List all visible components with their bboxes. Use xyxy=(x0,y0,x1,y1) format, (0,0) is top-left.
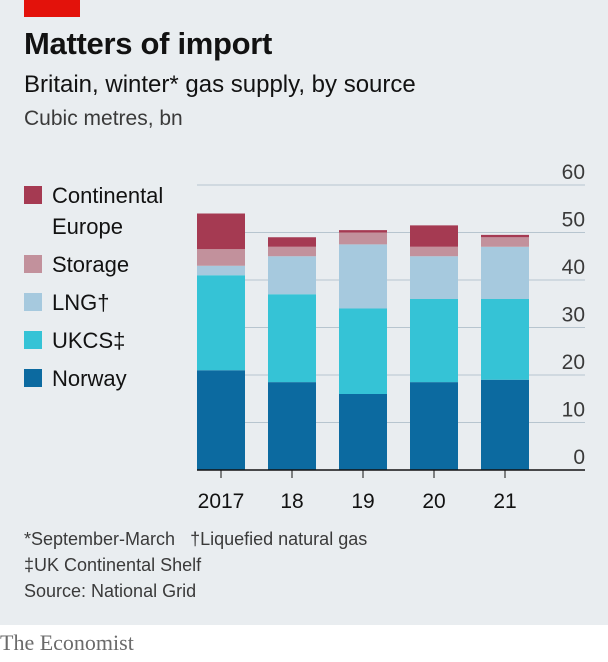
legend-swatch-ukcs xyxy=(24,331,42,349)
legend-item-ukcs: UKCS‡ xyxy=(24,325,187,356)
bar-continental-europe-19 xyxy=(339,230,387,233)
footnotes: *September-March †Liquefied natural gas … xyxy=(24,526,367,604)
bar-norway-21 xyxy=(481,379,529,470)
legend-label-storage: Storage xyxy=(52,252,130,277)
legend-item-norway: Norway xyxy=(24,363,187,394)
stacked-bar-chart: 0 10 20 30 40 50 60 2017 18 19 20 21 xyxy=(197,161,585,513)
legend-label-ukcs: UKCS‡ xyxy=(52,328,126,353)
legend-item-storage: Storage xyxy=(24,249,187,280)
legend-label-continental-europe: Continental Europe xyxy=(52,183,164,239)
x-tick-label-18: 18 xyxy=(280,490,303,513)
footnote-lng: †Liquefied natural gas xyxy=(190,529,368,549)
bar-continental-europe-18 xyxy=(268,237,316,247)
bar-storage-20 xyxy=(410,246,458,257)
legend-swatch-storage xyxy=(24,255,42,273)
y-tick-label-60: 60 xyxy=(562,161,585,184)
bar-ukcs-2017 xyxy=(197,275,245,371)
bar-lng-2017 xyxy=(197,265,245,276)
bar-storage-18 xyxy=(268,246,316,257)
legend-item-continental-europe: Continental Europe xyxy=(24,180,187,242)
legend-label-norway: Norway xyxy=(52,366,127,391)
bar-norway-19 xyxy=(339,394,387,470)
x-tick-label-21: 21 xyxy=(493,490,516,513)
brand-red-tag xyxy=(24,0,80,17)
footnote-ukcs: ‡UK Continental Shelf xyxy=(24,555,202,575)
legend-swatch-lng xyxy=(24,293,42,311)
legend-item-lng: LNG† xyxy=(24,287,187,318)
legend-swatch-continental-europe xyxy=(24,186,42,204)
source-note: Source: National Grid xyxy=(24,581,197,601)
y-tick-label-40: 40 xyxy=(562,256,585,279)
bar-storage-19 xyxy=(339,232,387,245)
y-tick-label-20: 20 xyxy=(562,351,585,374)
bar-storage-21 xyxy=(481,237,529,247)
bar-storage-2017 xyxy=(197,249,245,266)
x-tick-label-2017: 2017 xyxy=(198,490,245,513)
bar-lng-21 xyxy=(481,246,529,299)
bar-ukcs-18 xyxy=(268,294,316,383)
bar-lng-18 xyxy=(268,256,316,295)
y-tick-label-0: 0 xyxy=(573,446,585,469)
economist-logo: The Economist xyxy=(0,630,134,655)
legend-swatch-norway xyxy=(24,369,42,387)
bar-ukcs-19 xyxy=(339,308,387,394)
bar-lng-20 xyxy=(410,256,458,299)
y-tick-label-50: 50 xyxy=(562,209,585,232)
bar-continental-europe-21 xyxy=(481,234,529,238)
bar-continental-europe-20 xyxy=(410,225,458,247)
x-tick-label-19: 19 xyxy=(351,490,374,513)
units-label: Cubic metres, bn xyxy=(24,107,183,130)
bar-ukcs-20 xyxy=(410,299,458,383)
bar-ukcs-21 xyxy=(481,299,529,380)
chart-subtitle: Britain, winter* gas supply, by source xyxy=(24,71,416,98)
y-tick-label-30: 30 xyxy=(562,304,585,327)
bar-norway-18 xyxy=(268,382,316,470)
x-tick-label-20: 20 xyxy=(422,490,445,513)
footnote-season: *September-March xyxy=(24,529,176,549)
y-tick-label-10: 10 xyxy=(562,399,585,422)
legend-label-lng: LNG† xyxy=(52,290,110,315)
bar-lng-19 xyxy=(339,244,387,309)
bar-norway-20 xyxy=(410,382,458,470)
bar-continental-europe-2017 xyxy=(197,213,245,250)
chart-title: Matters of import xyxy=(24,26,273,61)
bar-norway-2017 xyxy=(197,370,245,470)
